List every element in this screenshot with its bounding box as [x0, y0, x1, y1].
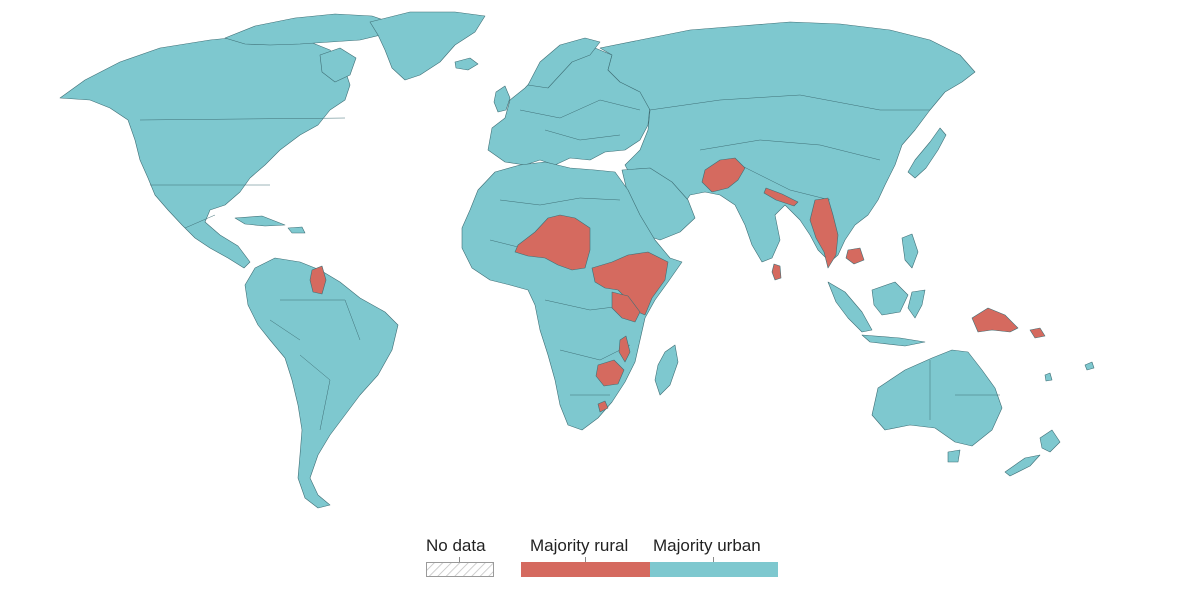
arctic-islands: [224, 13, 396, 46]
hispaniola: [287, 226, 306, 234]
pacific-island: [1084, 361, 1095, 371]
greenland: [369, 11, 486, 81]
iceland: [454, 57, 479, 71]
madagascar: [654, 344, 679, 396]
rural-land: [309, 157, 1046, 413]
philippines: [901, 233, 919, 269]
legend-swatch-majority-rural: [521, 562, 650, 577]
baffin-island: [319, 47, 357, 83]
cuba: [234, 215, 286, 227]
rural-malawi: [618, 335, 631, 363]
new-zealand-north: [1039, 429, 1061, 453]
rural-afghanistan: [701, 157, 746, 193]
australia: [871, 349, 1003, 447]
country-borders: [139, 94, 1000, 431]
legend-swatch-majority-urban: [650, 562, 778, 577]
rural-myanmar: [809, 197, 839, 269]
legend-tick-urban: [713, 557, 714, 563]
rural-sri-lanka: [771, 263, 782, 281]
legend-tick-no-data: [459, 557, 460, 563]
new-zealand-south: [1004, 454, 1041, 477]
rural-uganda-tanzania: [611, 291, 641, 323]
legend-label-no-data: No data: [426, 536, 486, 555]
sulawesi: [907, 289, 926, 319]
africa: [461, 161, 683, 431]
rural-niger-chad: [514, 214, 591, 271]
legend-tick-rural: [585, 557, 586, 563]
scandinavia: [527, 37, 601, 89]
north-america: [59, 34, 351, 269]
legend-label-majority-rural: Majority rural: [530, 536, 629, 555]
japan: [907, 127, 947, 179]
rural-cambodia: [845, 247, 865, 265]
united-kingdom: [493, 85, 511, 113]
legend-label-majority-urban: Majority urban: [653, 536, 761, 555]
rural-eswatini: [597, 400, 609, 413]
rural-nepal: [763, 187, 799, 207]
sri-lanka-region-islands: [1044, 372, 1053, 382]
south-america: [244, 257, 399, 509]
rural-solomon-islands: [1029, 327, 1046, 339]
indonesia-west: [827, 281, 873, 333]
urban-land: [59, 11, 1095, 509]
borneo: [871, 281, 909, 316]
rural-zimbabwe: [595, 359, 625, 387]
java: [861, 334, 926, 347]
rural-guyana: [309, 265, 327, 295]
legend-swatch-no-data: [426, 562, 494, 577]
rural-east-africa: [591, 251, 669, 316]
tasmania: [947, 449, 961, 463]
rural-papua-new-guinea: [971, 307, 1019, 333]
